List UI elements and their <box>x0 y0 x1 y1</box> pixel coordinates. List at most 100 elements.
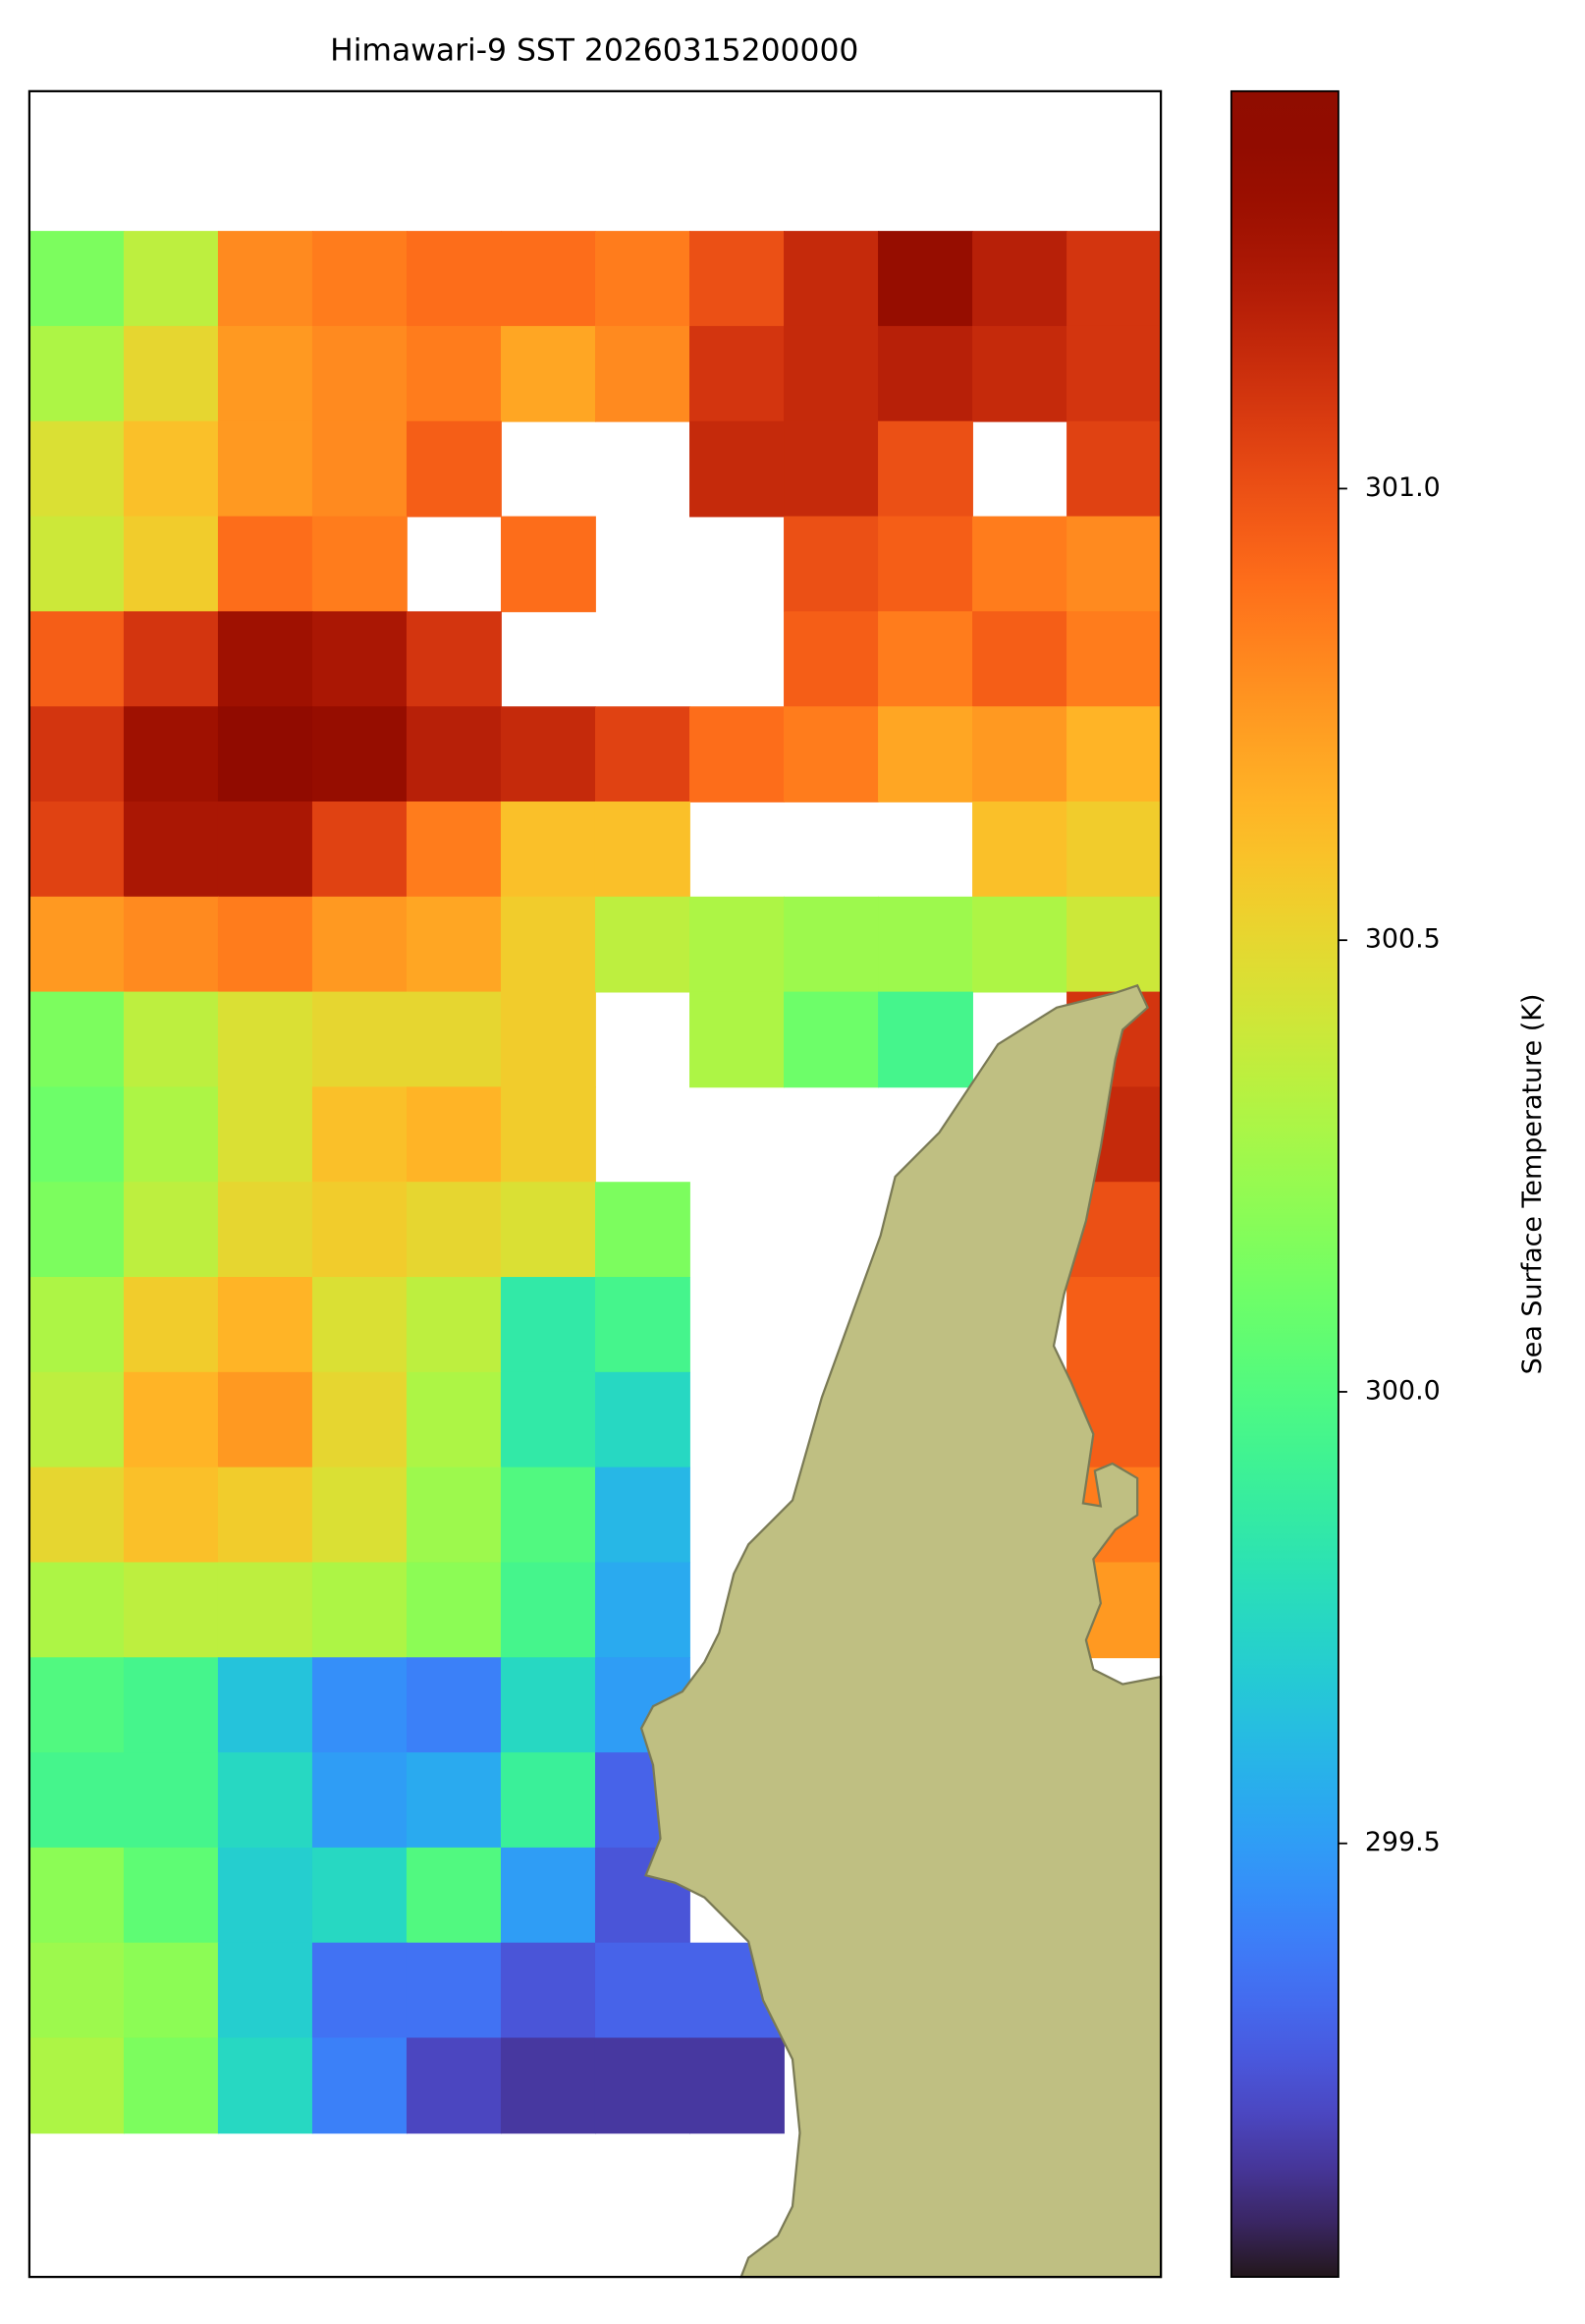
heatmap-cell <box>123 896 219 993</box>
heatmap-cell <box>28 1086 125 1184</box>
heatmap-cell <box>1066 420 1163 518</box>
heatmap-cell <box>594 801 690 898</box>
heatmap-cell <box>500 1182 596 1278</box>
heatmap-cell <box>311 1086 408 1184</box>
heatmap-cell <box>217 1752 313 1849</box>
heatmap-cell <box>406 1086 502 1184</box>
heatmap-cell <box>311 801 408 898</box>
heatmap-cell <box>217 420 313 518</box>
heatmap-cell <box>594 1562 690 1659</box>
heatmap-cell <box>217 896 313 993</box>
heatmap-cell <box>500 1466 596 1564</box>
heatmap-cell <box>28 1942 125 2039</box>
heatmap-cell <box>217 325 313 422</box>
heatmap-cell <box>972 516 1067 613</box>
heatmap-cell <box>123 1752 219 1849</box>
heatmap-cell <box>1066 706 1163 802</box>
heatmap-cell <box>594 896 690 993</box>
heatmap-cell <box>28 2037 125 2134</box>
heatmap-cell <box>972 325 1067 422</box>
heatmap-cell <box>311 231 408 327</box>
heatmap-cell <box>406 1371 502 1468</box>
heatmap-cell <box>1066 896 1163 993</box>
heatmap-cell <box>406 611 502 708</box>
heatmap-cell <box>123 706 219 802</box>
heatmap-cell <box>1066 516 1163 613</box>
heatmap-cell <box>123 420 219 518</box>
heatmap-cell <box>123 1562 219 1659</box>
heatmap-cell <box>406 1182 502 1278</box>
heatmap-cell <box>689 896 785 993</box>
heatmap-cell <box>594 231 690 327</box>
heatmap-cell <box>217 1277 313 1373</box>
heatmap-cell <box>594 1277 690 1373</box>
heatmap-cell <box>311 1466 408 1564</box>
heatmap-cell <box>311 1562 408 1659</box>
colorbar-label: Sea Surface Temperature (K) <box>1517 994 1548 1375</box>
heatmap-cell <box>28 420 125 518</box>
heatmap-cell <box>500 991 596 1088</box>
colorbar <box>1230 89 1339 2278</box>
heatmap-cell <box>123 325 219 422</box>
heatmap-cell <box>878 706 973 802</box>
heatmap-cell <box>500 1657 596 1753</box>
heatmap-cell <box>123 1942 219 2039</box>
heatmap-cell <box>311 706 408 802</box>
heatmap-cell <box>217 516 313 613</box>
heatmap-cell <box>972 896 1067 993</box>
heatmap-cell <box>217 991 313 1088</box>
heatmap-cell <box>500 1752 596 1849</box>
heatmap-cell <box>123 2037 219 2134</box>
heatmap-cell <box>406 231 502 327</box>
heatmap-cell <box>500 2037 596 2134</box>
heatmap-cell <box>594 1942 690 2039</box>
heatmap-cell <box>594 325 690 422</box>
heatmap-cell <box>123 1086 219 1184</box>
heatmap-cell <box>311 1182 408 1278</box>
heatmap-cell <box>28 1182 125 1278</box>
heatmap-cell <box>28 1562 125 1659</box>
heatmap-cell <box>689 991 785 1088</box>
heatmap-cell <box>28 1466 125 1564</box>
heatmap-cell <box>406 1847 502 1944</box>
colorbar-tick-label: 300.0 <box>1365 1375 1441 1406</box>
colorbar-tick-label: 300.5 <box>1365 924 1441 955</box>
heatmap-cell <box>594 2037 690 2134</box>
heatmap-cell <box>878 420 973 518</box>
heatmap-cell <box>123 611 219 708</box>
heatmap-cell <box>311 2037 408 2134</box>
heatmap-cell <box>784 420 879 518</box>
heatmap-cell <box>878 325 973 422</box>
land <box>639 983 1163 2279</box>
heatmap-cell <box>217 706 313 802</box>
heatmap-cell <box>123 1277 219 1373</box>
heatmap-cell <box>594 706 690 802</box>
heatmap-cell <box>972 231 1067 327</box>
heatmap-cell <box>311 420 408 518</box>
heatmap-cell <box>500 896 596 993</box>
heatmap-cell <box>878 896 973 993</box>
heatmap-cell <box>28 1371 125 1468</box>
heatmap-cell <box>406 1562 502 1659</box>
heatmap-cell <box>311 1277 408 1373</box>
heatmap-cell <box>311 1847 408 1944</box>
heatmap-cell <box>784 611 879 708</box>
heatmap-cell <box>28 325 125 422</box>
heatmap-cell <box>689 706 785 802</box>
heatmap-cell <box>123 231 219 327</box>
heatmap-cell <box>594 1182 690 1278</box>
heatmap-cell <box>1066 1277 1163 1373</box>
heatmap-cell <box>500 706 596 802</box>
heatmap-cell <box>406 1752 502 1849</box>
heatmap-cell <box>784 896 879 993</box>
heatmap-cell <box>878 991 973 1088</box>
heatmap-cell <box>500 516 596 613</box>
heatmap-cell <box>500 1277 596 1373</box>
heatmap-cell <box>123 1847 219 1944</box>
heatmap-cell <box>123 1466 219 1564</box>
heatmap-cell <box>500 325 596 422</box>
heatmap-cell <box>311 611 408 708</box>
heatmap-cell <box>406 991 502 1088</box>
heatmap-cell <box>28 516 125 613</box>
